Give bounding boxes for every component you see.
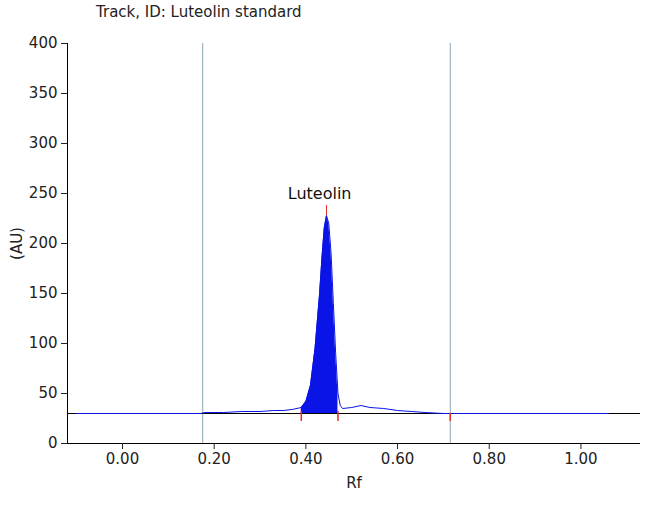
svg-text:0.60: 0.60 [381,450,414,468]
svg-text:200: 200 [29,234,58,252]
svg-text:0.80: 0.80 [473,450,506,468]
svg-text:50: 50 [38,384,57,402]
svg-text:(AU): (AU) [8,227,26,260]
svg-text:Luteolin: Luteolin [288,184,352,203]
svg-text:0.00: 0.00 [106,450,139,468]
svg-text:0.40: 0.40 [289,450,322,468]
svg-text:Rf: Rf [346,474,362,492]
svg-text:300: 300 [29,134,58,152]
html-text:Track, ID: Luteolin standard: Track, ID: Luteolin standard [96,3,302,21]
svg-text:0: 0 [48,434,58,452]
svg-text:250: 250 [29,184,58,202]
svg-text:0.20: 0.20 [197,450,230,468]
svg-text:1.00: 1.00 [564,450,597,468]
svg-text:350: 350 [29,84,58,102]
svg-text:100: 100 [29,334,58,352]
svg-text:150: 150 [29,284,58,302]
svg-text:400: 400 [29,34,58,52]
